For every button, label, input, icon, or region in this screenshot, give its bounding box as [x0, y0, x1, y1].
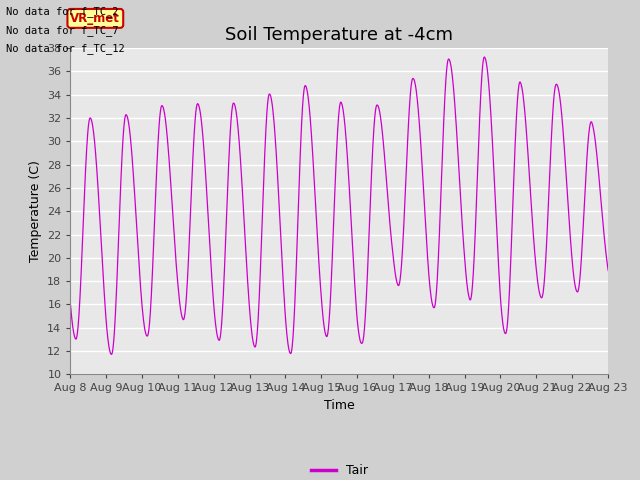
- Legend: Tair: Tair: [306, 459, 372, 480]
- Text: No data for f_TC_7: No data for f_TC_7: [6, 24, 119, 36]
- Text: No data for f_TC_12: No data for f_TC_12: [6, 43, 125, 54]
- Text: No data for f_TC_2: No data for f_TC_2: [6, 6, 119, 17]
- X-axis label: Time: Time: [324, 399, 355, 412]
- Title: Soil Temperature at -4cm: Soil Temperature at -4cm: [225, 25, 453, 44]
- Y-axis label: Temperature (C): Temperature (C): [29, 160, 42, 262]
- Text: VR_met: VR_met: [70, 12, 120, 25]
